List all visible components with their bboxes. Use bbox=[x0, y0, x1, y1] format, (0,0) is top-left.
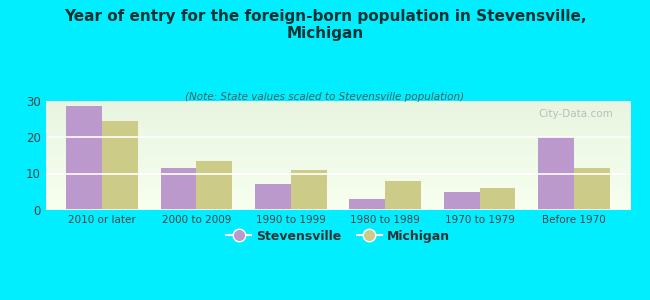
Bar bbox=[66, 106, 102, 210]
Bar bbox=[385, 181, 421, 210]
Text: (Note: State values scaled to Stevensville population): (Note: State values scaled to Stevensvil… bbox=[185, 92, 465, 101]
Bar bbox=[291, 170, 327, 210]
Bar bbox=[574, 168, 610, 210]
Text: Year of entry for the foreign-born population in Stevensville,
Michigan: Year of entry for the foreign-born popul… bbox=[64, 9, 586, 41]
Bar bbox=[161, 168, 196, 210]
Bar bbox=[196, 161, 232, 210]
Text: City-Data.com: City-Data.com bbox=[538, 109, 613, 119]
Bar bbox=[349, 199, 385, 210]
Bar bbox=[444, 192, 480, 210]
Bar bbox=[538, 137, 574, 210]
Bar bbox=[255, 184, 291, 210]
Bar bbox=[480, 188, 515, 210]
Bar bbox=[102, 121, 138, 210]
Legend: Stevensville, Michigan: Stevensville, Michigan bbox=[221, 224, 455, 248]
